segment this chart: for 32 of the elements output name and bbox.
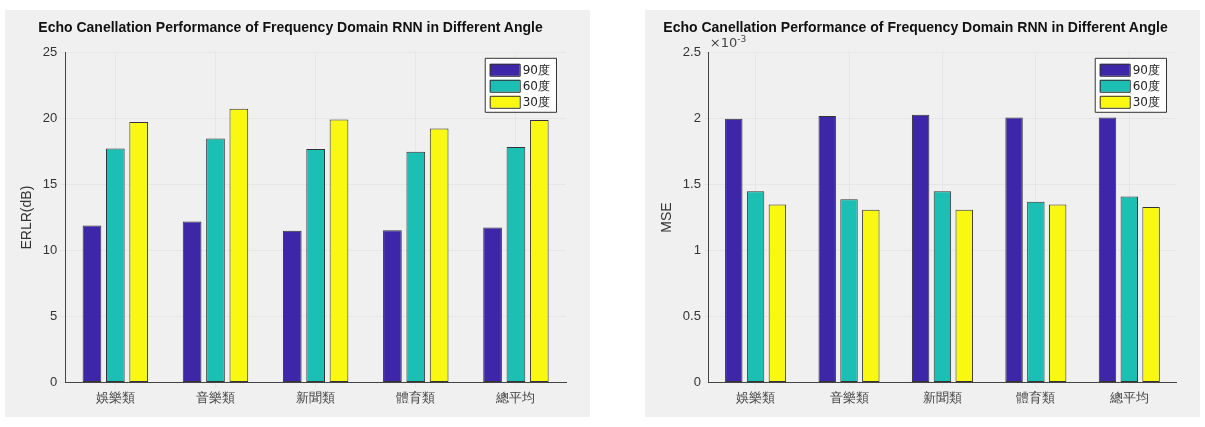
y-tick-label: 25	[42, 44, 58, 60]
y-axis-title: ERLR(dB)	[18, 185, 35, 250]
x-tick-label: 娛樂類	[736, 389, 776, 405]
x-tick-label: 新聞類	[296, 389, 336, 405]
chart-title: Echo Canellation Performance of Frequency Domain RNN in Different Angle	[663, 19, 1168, 36]
y-tick-label: 0.5	[682, 308, 701, 324]
x-tick-label: 體育類	[396, 389, 436, 405]
y-tick-label: 2	[693, 110, 701, 126]
x-tick-label: 體育類	[1016, 389, 1056, 405]
y-tick-label: 0	[693, 373, 701, 389]
y-tick-label: 2.5	[682, 44, 701, 60]
y-tick-label: 15	[42, 176, 58, 192]
legend-label: 60度	[1132, 78, 1161, 93]
legend-label: 60度	[522, 78, 551, 93]
x-tick-label: 音樂類	[829, 389, 869, 405]
legend-label: 90度	[522, 62, 551, 77]
y-axis-title: MSE	[658, 202, 675, 233]
chart-title: Echo Canellation Performance of Frequency Domain RNN in Different Angle	[38, 19, 543, 36]
legend-label: 30度	[1132, 94, 1161, 109]
x-tick-label: 音樂類	[195, 389, 235, 405]
y-tick-label: 1.5	[682, 176, 701, 192]
x-tick-label: 娛樂類	[95, 389, 135, 405]
y-tick-label: 10	[42, 242, 58, 258]
legend-label: 30度	[522, 94, 551, 109]
y-tick-label: 5	[50, 308, 58, 324]
x-tick-label: 新聞類	[922, 389, 962, 405]
x-tick-label: 總平均	[495, 389, 536, 405]
y-tick-label: 1	[693, 242, 701, 258]
x-tick-label: 總平均	[1108, 389, 1149, 405]
legend-label: 90度	[1132, 62, 1161, 77]
y-tick-label: 0	[50, 373, 58, 389]
y-tick-label: 20	[42, 110, 58, 126]
